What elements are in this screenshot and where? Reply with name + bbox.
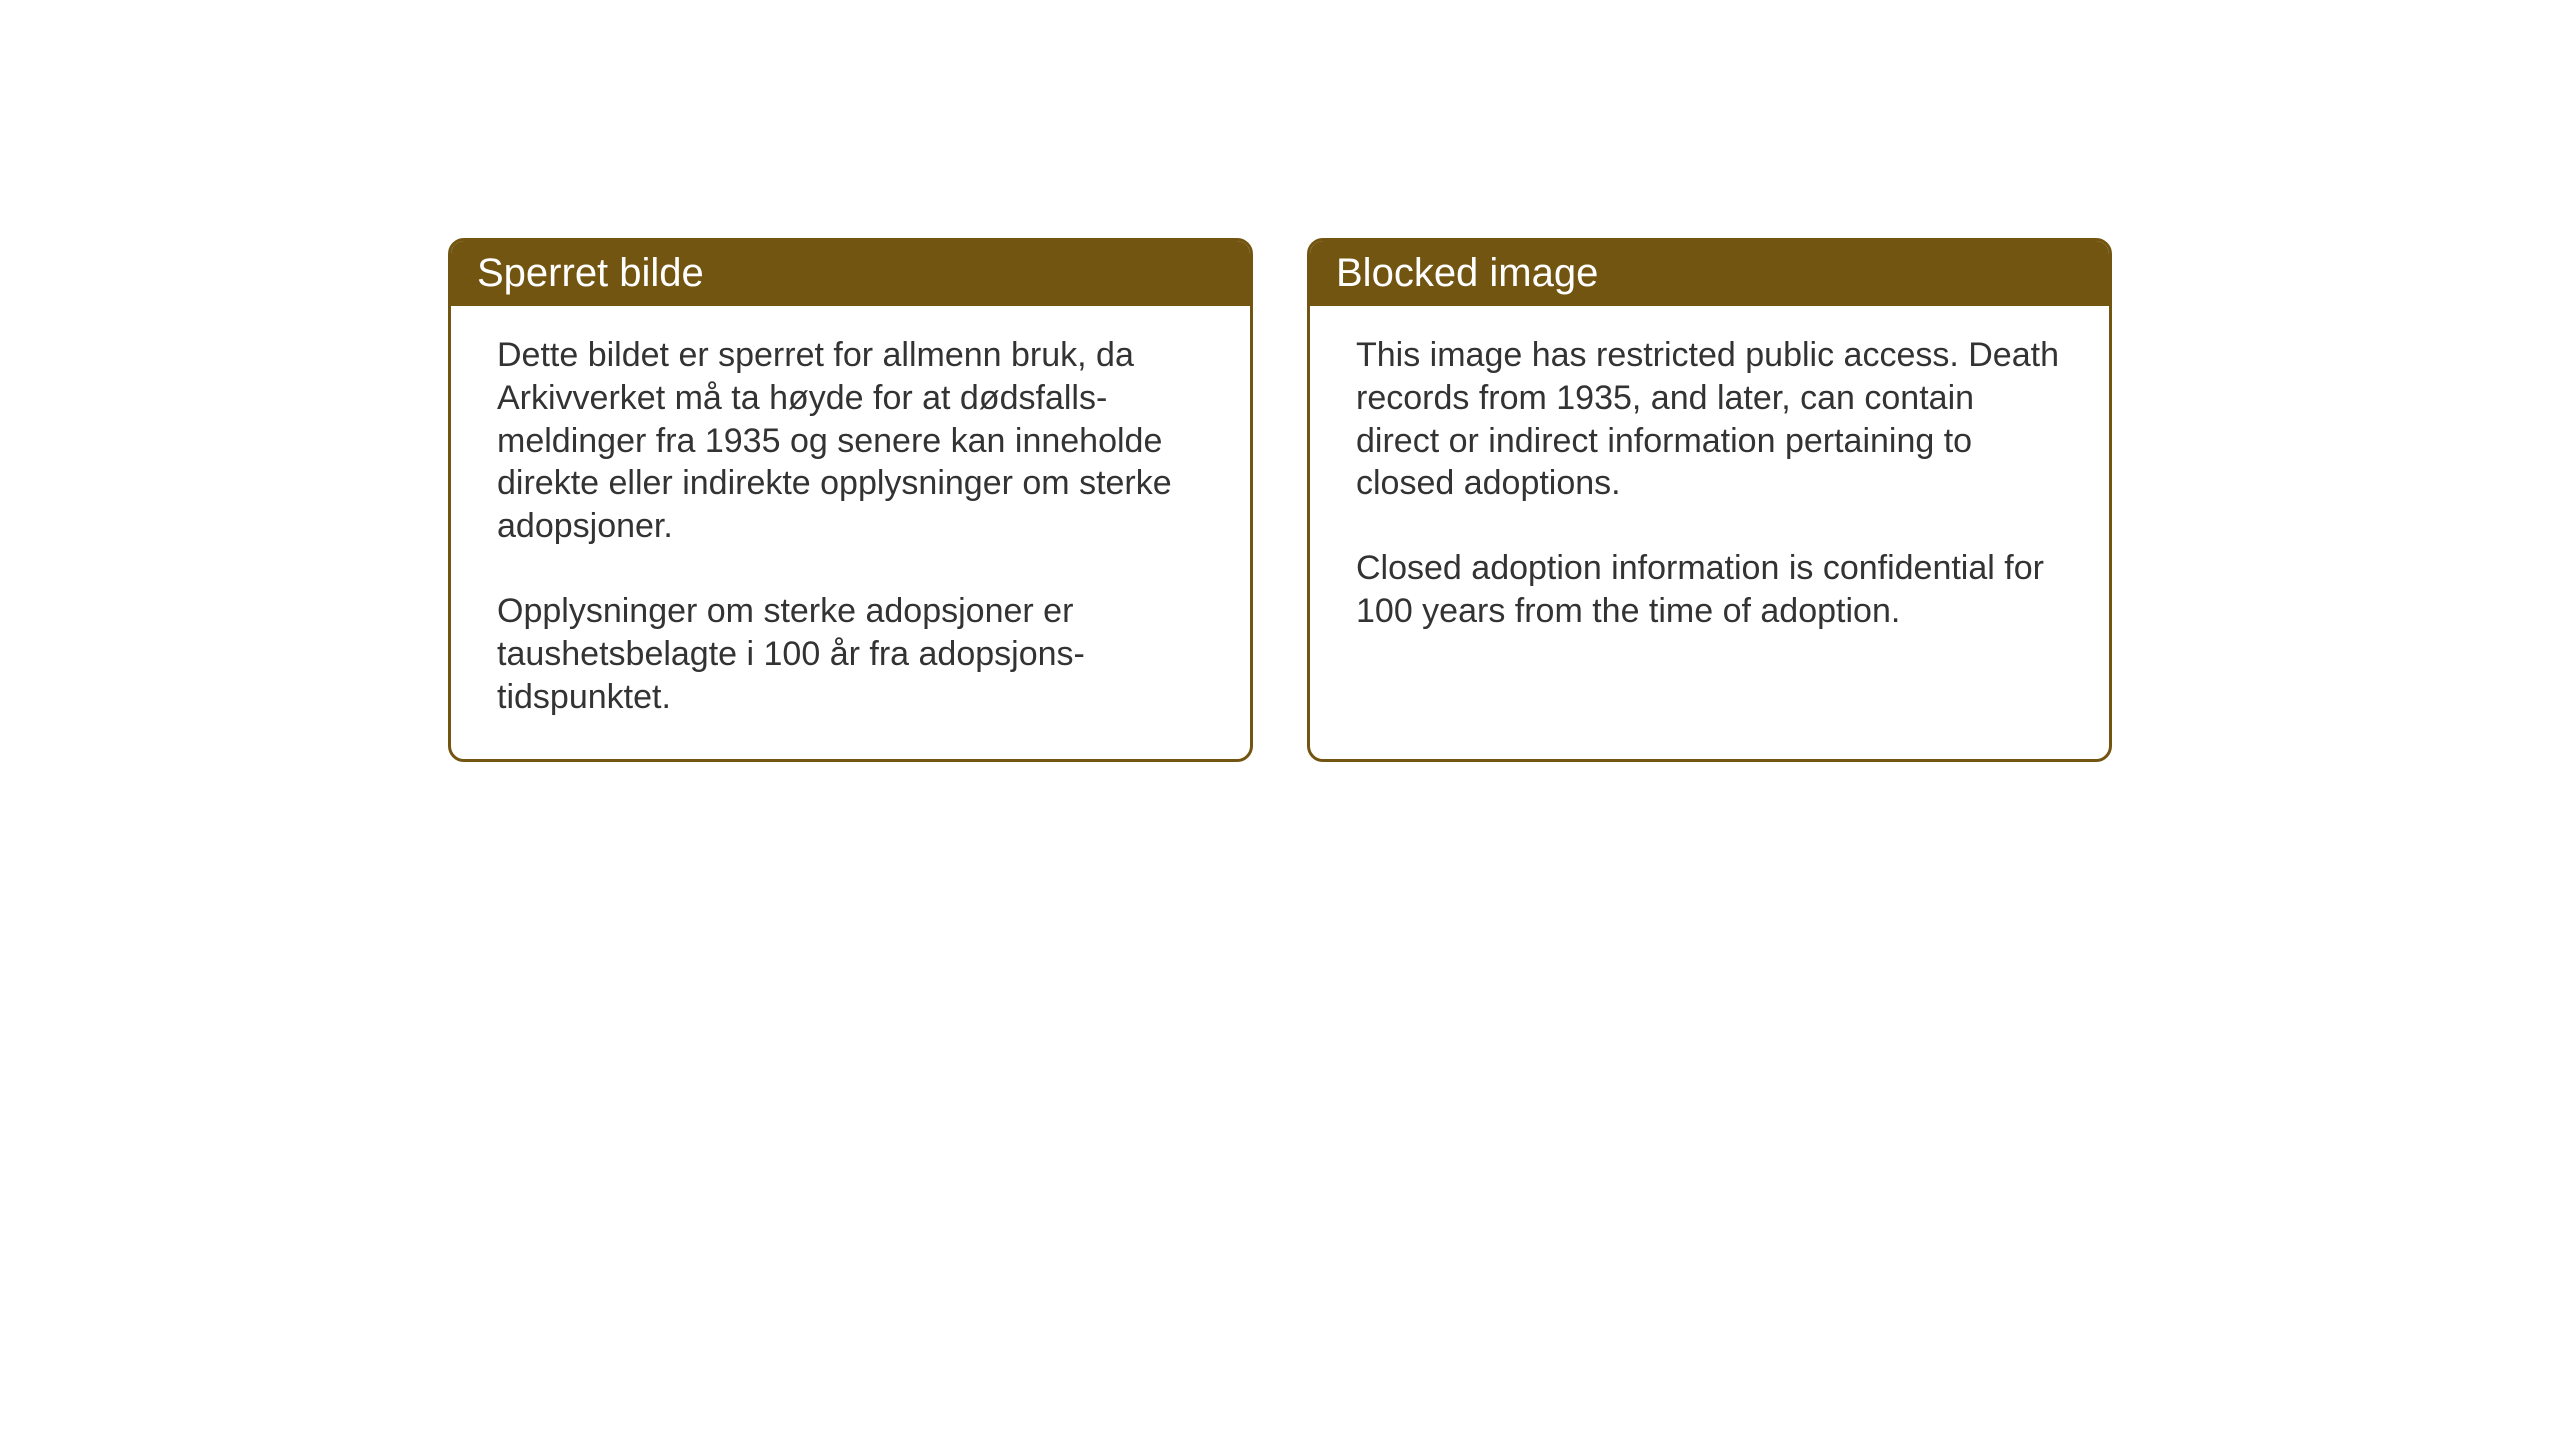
notice-paragraph: This image has restricted public access.… [1356, 334, 2063, 505]
notice-box-norwegian: Sperret bilde Dette bildet er sperret fo… [448, 238, 1253, 762]
notice-paragraph: Closed adoption information is confident… [1356, 547, 2063, 633]
notice-body-english: This image has restricted public access.… [1310, 306, 2109, 746]
notice-header-english: Blocked image [1310, 241, 2109, 306]
notice-container: Sperret bilde Dette bildet er sperret fo… [448, 238, 2112, 762]
notice-box-english: Blocked image This image has restricted … [1307, 238, 2112, 762]
notice-body-norwegian: Dette bildet er sperret for allmenn bruk… [451, 306, 1250, 759]
notice-paragraph: Opplysninger om sterke adopsjoner er tau… [497, 590, 1204, 718]
notice-header-norwegian: Sperret bilde [451, 241, 1250, 306]
notice-paragraph: Dette bildet er sperret for allmenn bruk… [497, 334, 1204, 548]
